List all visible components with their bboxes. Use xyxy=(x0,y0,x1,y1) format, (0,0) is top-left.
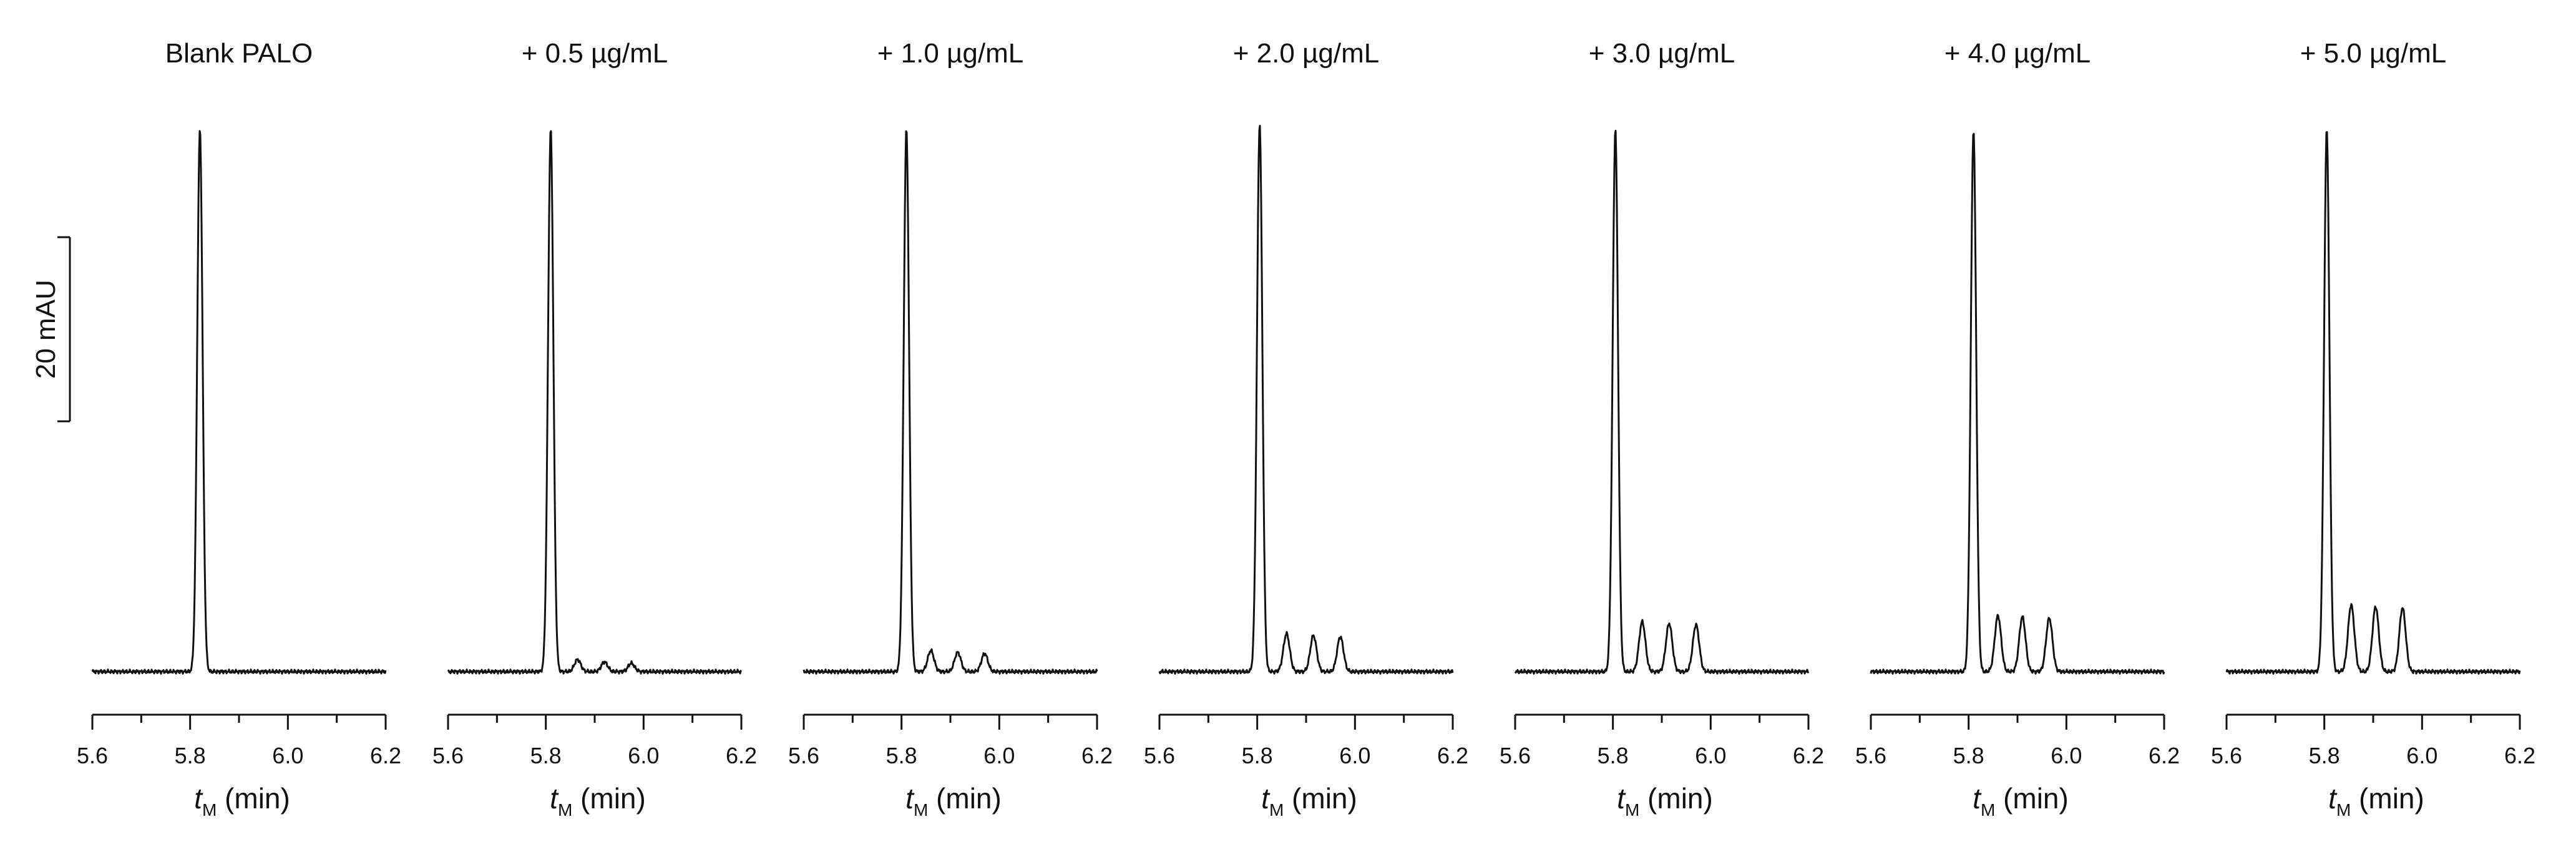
x-axis-subscript: M xyxy=(202,800,217,820)
x-axis-label: tM (min) xyxy=(550,782,646,820)
x-tick-label: 6.2 xyxy=(370,743,401,768)
x-axis-unit: (min) xyxy=(572,782,646,815)
x-tick-label: 6.2 xyxy=(1793,743,1824,768)
panel-title: + 0.5 µg/mL xyxy=(522,38,668,69)
x-tick-label: 5.6 xyxy=(1500,743,1531,768)
x-axis-label: tM (min) xyxy=(1617,782,1713,820)
x-axis-subscript: M xyxy=(914,800,928,820)
trace-line xyxy=(1870,132,2165,675)
x-tick-label: 6.0 xyxy=(628,743,659,768)
x-axis-var: t xyxy=(194,782,203,815)
trace-line xyxy=(2225,131,2521,675)
x-axis-unit: (min) xyxy=(1639,782,1713,815)
x-axis-label: tM (min) xyxy=(194,782,290,820)
trace-line xyxy=(91,130,387,675)
x-tick-label: 5.6 xyxy=(432,743,464,768)
x-tick-label: 5.8 xyxy=(1242,743,1273,768)
x-tick-label: 6.0 xyxy=(983,743,1015,768)
x-tick-label: 6.0 xyxy=(2051,743,2082,768)
x-tick-label: 5.8 xyxy=(2309,743,2340,768)
trace-line xyxy=(1158,124,1454,675)
panel-title: + 2.0 µg/mL xyxy=(1233,38,1379,69)
panel-title: + 1.0 µg/mL xyxy=(877,38,1023,69)
x-axis-var: t xyxy=(905,782,915,815)
x-axis-label: tM (min) xyxy=(905,782,1002,820)
x-axis-unit: (min) xyxy=(1284,782,1357,815)
x-tick-label: 6.0 xyxy=(1339,743,1370,768)
x-axis-label: tM (min) xyxy=(1261,782,1357,820)
x-tick-label: 5.8 xyxy=(886,743,917,768)
x-axis-label: tM (min) xyxy=(1973,782,2069,820)
x-axis-subscript: M xyxy=(1981,800,1995,820)
x-tick-label: 5.6 xyxy=(77,743,108,768)
peak-point xyxy=(550,129,552,130)
x-tick-label: 6.2 xyxy=(2504,743,2535,768)
x-axis-var: t xyxy=(2328,782,2338,815)
panel-title: + 4.0 µg/mL xyxy=(1944,38,2091,69)
x-tick-label: 5.8 xyxy=(175,743,206,768)
x-axis-unit: (min) xyxy=(217,782,290,815)
peak-point xyxy=(906,129,907,130)
x-axis-var: t xyxy=(1261,782,1271,815)
x-tick-label: 5.8 xyxy=(1598,743,1629,768)
x-tick-label: 5.6 xyxy=(2211,743,2242,768)
peak-point xyxy=(2326,129,2328,130)
x-tick-label: 5.6 xyxy=(1855,743,1886,768)
x-axis-var: t xyxy=(550,782,559,815)
scale-bar-label: 20 mAU xyxy=(31,280,61,379)
x-axis-subscript: M xyxy=(1269,800,1284,820)
trace-line xyxy=(1514,129,1810,675)
panel-title: + 3.0 µg/mL xyxy=(1589,38,1735,69)
x-axis-subscript: M xyxy=(2336,800,2351,820)
x-tick-label: 6.0 xyxy=(2406,743,2437,768)
panel-title: Blank PALO xyxy=(165,38,313,69)
x-tick-label: 5.6 xyxy=(1144,743,1175,768)
x-axis-unit: (min) xyxy=(928,782,1002,815)
peak-point xyxy=(1973,129,1974,130)
x-axis-label: tM (min) xyxy=(2328,782,2424,820)
x-tick-label: 6.2 xyxy=(1437,743,1468,768)
x-axis-unit: (min) xyxy=(1995,782,2069,815)
panel-title: + 5.0 µg/mL xyxy=(2300,38,2446,69)
x-axis-subscript: M xyxy=(1625,800,1639,820)
x-axis-var: t xyxy=(1973,782,1982,815)
x-tick-label: 5.6 xyxy=(788,743,819,768)
x-tick-label: 5.8 xyxy=(530,743,562,768)
x-axis-var: t xyxy=(1617,782,1626,815)
peak-point xyxy=(199,129,200,130)
trace-line xyxy=(447,130,743,675)
x-tick-label: 6.2 xyxy=(726,743,757,768)
peak-point xyxy=(1259,123,1261,124)
x-tick-label: 6.2 xyxy=(1081,743,1113,768)
x-tick-label: 6.0 xyxy=(272,743,303,768)
x-axis-subscript: M xyxy=(558,800,572,820)
x-axis-unit: (min) xyxy=(2351,782,2424,815)
x-tick-label: 6.0 xyxy=(1695,743,1726,768)
x-tick-label: 6.2 xyxy=(2149,743,2180,768)
trace-line xyxy=(803,130,1098,675)
x-tick-label: 5.8 xyxy=(1953,743,1984,768)
